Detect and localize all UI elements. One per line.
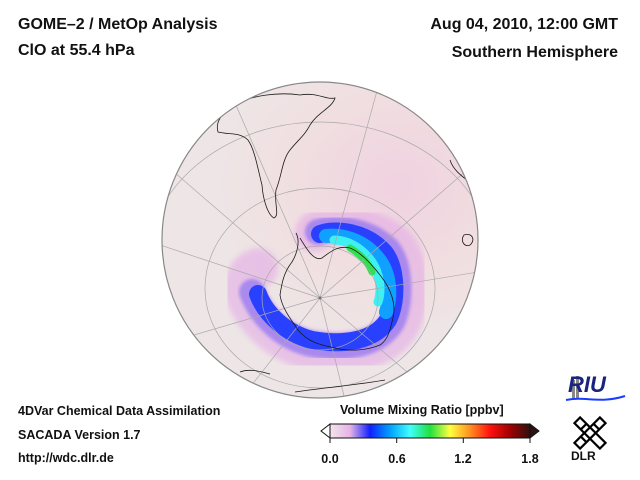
colorbar-tick-label: 0.0 bbox=[321, 452, 339, 466]
globe-outline bbox=[161, 81, 479, 399]
riu-logo-icon bbox=[565, 376, 626, 401]
method-label: 4DVar Chemical Data Assimilation bbox=[18, 404, 221, 418]
meridian-line bbox=[162, 244, 321, 299]
dlr-logo-icon bbox=[572, 415, 608, 451]
meridian-line bbox=[319, 149, 478, 299]
graticule bbox=[162, 82, 478, 398]
australia-coast bbox=[294, 379, 386, 393]
latitude-line bbox=[162, 121, 478, 398]
website-link[interactable]: http://wdc.dlr.de bbox=[18, 451, 114, 465]
datetime-label: Aug 04, 2010, 12:00 GMT bbox=[430, 16, 618, 33]
meridians bbox=[162, 82, 478, 398]
colorbar-ticks bbox=[329, 438, 531, 443]
meridian-line bbox=[319, 297, 346, 398]
meridian-line bbox=[319, 269, 478, 299]
colorbar-over-arrow bbox=[529, 422, 540, 440]
madagascar-coast bbox=[462, 233, 474, 247]
colorbar bbox=[320, 422, 540, 443]
colorbar-tick-label: 1.8 bbox=[521, 452, 539, 466]
colorbar-tick-label: 1.2 bbox=[454, 452, 472, 466]
product-title: GOME–2 / MetOp Analysis bbox=[18, 16, 218, 33]
colorbar-tick-label: 0.6 bbox=[388, 452, 406, 466]
latitude-line bbox=[204, 187, 436, 389]
region-label: Southern Hemisphere bbox=[451, 44, 618, 61]
south-pole-marker bbox=[318, 296, 322, 300]
antarctica-coast bbox=[279, 232, 395, 351]
riu-logo-text: RIU bbox=[568, 372, 606, 397]
version-label: SACADA Version 1.7 bbox=[18, 428, 141, 442]
clo-green-core bbox=[346, 244, 376, 276]
colorbar-under-arrow bbox=[320, 422, 331, 440]
meridian-line bbox=[162, 159, 321, 299]
species-label: ClO at 55.4 hPa bbox=[18, 42, 135, 59]
clo-cyan-band bbox=[329, 235, 385, 307]
meridian-line bbox=[319, 82, 381, 299]
south-america-coast bbox=[216, 93, 336, 219]
dlr-logo-text: DLR bbox=[571, 449, 596, 463]
colorbar-bar bbox=[329, 423, 531, 439]
island-coast bbox=[239, 369, 271, 375]
colorbar-title: Volume Mixing Ratio [ppbv] bbox=[340, 403, 504, 417]
latitude-line bbox=[261, 245, 379, 351]
meridian-line bbox=[224, 82, 321, 299]
